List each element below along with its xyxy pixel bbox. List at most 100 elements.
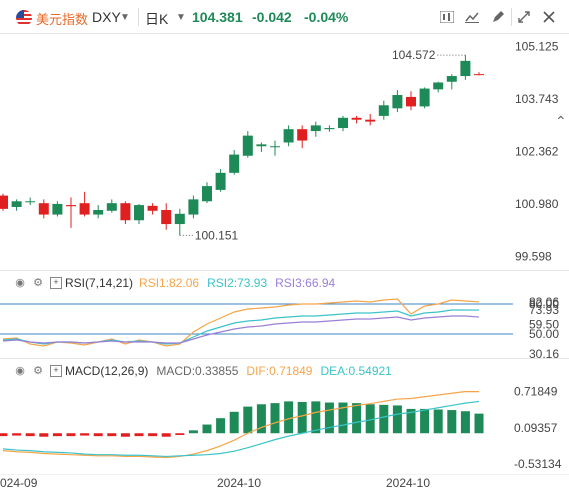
price-change-percent: -0.04% (304, 9, 349, 25)
macd-bar (216, 418, 226, 434)
candle-body (120, 203, 131, 221)
rsi-header: ◉ ⚙ + RSI(7,14,21) RSI1:82.06 RSI2:73.93… (0, 275, 335, 291)
macd-bar (270, 403, 280, 434)
candle-body (134, 205, 144, 221)
macd-bar (324, 402, 334, 434)
macd-bar (460, 411, 470, 434)
rsi1-legend: RSI1:82.06 (139, 276, 200, 290)
rsi-tick-label: 73.93 (529, 303, 559, 317)
eye-icon[interactable]: ◉ (15, 365, 25, 377)
macd-bar (107, 433, 117, 437)
macd-signal-line (2, 390, 480, 459)
candle-body (93, 210, 104, 215)
divider (138, 8, 139, 26)
indicator-icon[interactable] (463, 8, 481, 26)
candle-body (365, 119, 376, 122)
rsi-tick-label: 59.50 (529, 318, 559, 332)
candle-body (25, 201, 36, 203)
instrument-name[interactable]: 美元指数 (36, 12, 89, 27)
candle-body (202, 186, 212, 202)
candle-body (52, 203, 63, 215)
candle-body (378, 105, 389, 116)
macd-tick-label: 0.09357 (514, 421, 558, 435)
macd-bar (202, 424, 212, 434)
macd-bar (365, 404, 375, 434)
candle-body (392, 95, 403, 109)
candle-body (270, 146, 280, 148)
macd-bar (447, 410, 457, 434)
macd-bar (311, 401, 321, 434)
candle-body (188, 199, 199, 215)
candle-body (256, 144, 267, 147)
candle-body (446, 76, 457, 82)
macd-legend: MACD:0.33855 (156, 364, 239, 378)
chevron-up-icon[interactable]: ⌃ (555, 113, 567, 129)
us-flag-icon (16, 10, 32, 26)
rsi-tick-label: 30.16 (529, 347, 559, 358)
last-price: 104.381 (192, 9, 243, 25)
macd-bar (0, 433, 8, 437)
rsi-tick-label: 82.06 (529, 295, 559, 309)
y-tick-label: 103.743 (515, 92, 559, 106)
macd-bar (433, 409, 443, 434)
rsi-tick-label: 80.00 (529, 297, 559, 311)
low-label: 100.151 (195, 228, 239, 242)
rsi-series-line (2, 315, 480, 344)
y-tick-label: 105.125 (515, 40, 559, 54)
rsi-params: RSI(7,14,21) (65, 276, 134, 290)
candlestick-chart[interactable]: 105.125 103.743 102.362 100.980 99.598 104.57… (0, 34, 569, 270)
rsi-series-line (2, 309, 480, 345)
macd-bar (406, 408, 416, 434)
period-selector[interactable]: 日K (145, 11, 169, 27)
macd-bar (256, 404, 266, 434)
candle-body (433, 82, 444, 90)
close-icon[interactable] (540, 8, 558, 26)
y-tick-label: 102.362 (515, 144, 559, 158)
macd-bar (474, 413, 484, 434)
macd-bar (420, 408, 430, 434)
candle-body (147, 205, 158, 211)
y-tick-label: 100.980 (515, 197, 559, 211)
macd-chart[interactable]: 0.71849 0.09357 -0.53134 (0, 378, 569, 474)
macd-bar (229, 411, 239, 434)
checkbox-icon[interactable]: + (50, 277, 62, 289)
macd-tick-label: 0.71849 (514, 385, 558, 399)
macd-tick-label: -0.53134 (514, 457, 562, 471)
candle-body (283, 129, 294, 143)
rsi-series-line (2, 298, 480, 347)
high-label: 104.572 (392, 48, 436, 62)
candle-body (0, 195, 8, 209)
macd-bar (80, 433, 90, 436)
candle-body (11, 201, 22, 207)
chart-type-icon[interactable] (438, 8, 456, 26)
macd-bar (243, 406, 253, 434)
x-tick-label: 2024-10 (217, 476, 261, 490)
candle-body (324, 128, 335, 130)
dif-legend: DIF:0.71849 (246, 364, 313, 378)
macd-bar (25, 433, 35, 437)
candle-body (310, 125, 321, 132)
divider (0, 33, 569, 34)
macd-bar (188, 430, 198, 434)
macd-bar (120, 433, 130, 437)
chevron-down-icon[interactable]: ▼ (120, 12, 130, 23)
settings-icon[interactable]: ⚙ (33, 277, 43, 289)
macd-bar (392, 405, 402, 434)
candle-body (474, 74, 484, 76)
chevron-down-icon[interactable]: ▼ (176, 12, 186, 23)
checkbox-icon[interactable]: + (50, 365, 62, 377)
macd-signal-line (2, 400, 480, 458)
draw-icon[interactable] (489, 8, 507, 26)
settings-icon[interactable]: ⚙ (33, 365, 43, 377)
eye-icon[interactable]: ◉ (15, 277, 25, 289)
x-tick-label: 024-09 (0, 476, 38, 490)
fullscreen-icon[interactable] (515, 8, 533, 26)
instrument-symbol[interactable]: DXY (92, 9, 121, 25)
dea-legend: DEA:0.54921 (320, 364, 392, 378)
macd-bar (284, 401, 294, 434)
macd-bar (161, 433, 171, 437)
macd-bar (148, 433, 158, 437)
divider (511, 8, 512, 26)
rsi2-legend: RSI2:73.93 (207, 276, 268, 290)
